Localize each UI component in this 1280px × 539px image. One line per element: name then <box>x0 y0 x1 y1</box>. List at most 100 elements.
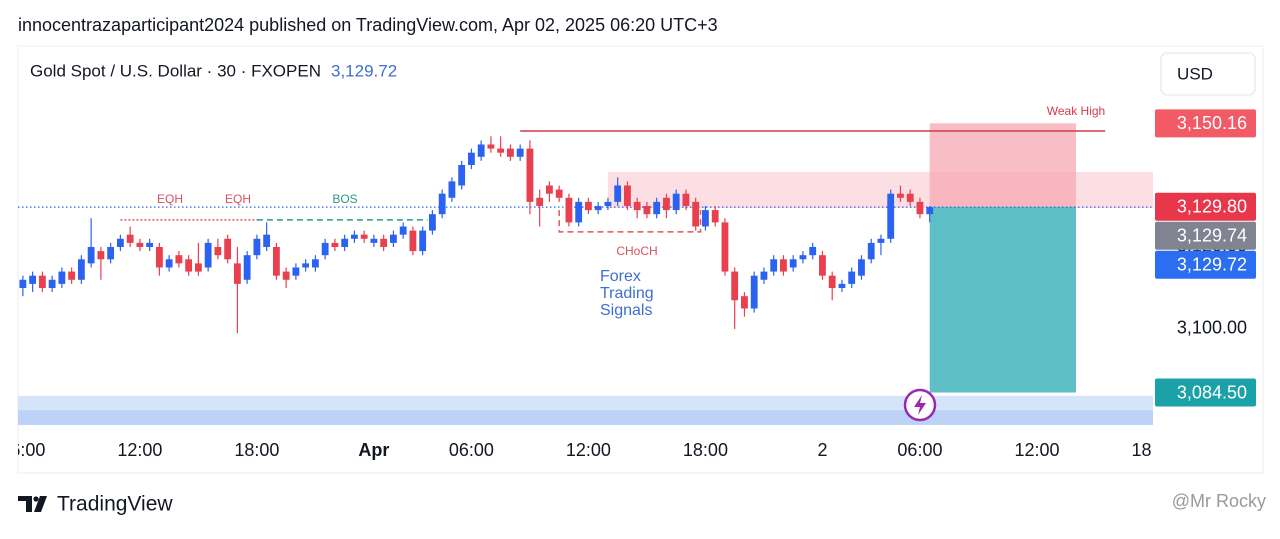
candle-body <box>838 283 846 288</box>
price-label: 3,129.80 <box>1177 197 1247 217</box>
candle-body <box>370 238 378 243</box>
tv-logo <box>18 496 47 512</box>
candle-body <box>155 246 163 268</box>
candle-body <box>48 279 56 288</box>
candle-body <box>897 193 904 198</box>
x-tick-label: 06:00 <box>0 440 45 460</box>
candle-body <box>331 242 339 247</box>
price-label: 3,150.16 <box>1177 113 1247 133</box>
x-axis: 06:00 12:00 18:00 Apr 06:00 12:00 18:00 2 06:00 1… <box>0 440 1176 460</box>
candle-body <box>692 201 700 227</box>
candle-body <box>682 193 690 206</box>
last-price-title: 3,129.72 <box>331 61 397 80</box>
candle-body <box>87 246 95 264</box>
candle-body <box>887 193 895 239</box>
candle-body <box>828 275 836 288</box>
candle-body <box>428 214 436 231</box>
currency: USD <box>1177 64 1213 83</box>
candle-body <box>809 246 817 256</box>
candle-body <box>721 222 729 272</box>
candle-body <box>253 238 261 256</box>
candle-body <box>653 201 661 215</box>
annotation: CHoCH <box>616 244 657 258</box>
x-tick-label: 18:00 <box>234 440 279 460</box>
target-zone <box>929 206 1076 393</box>
candle-body <box>214 246 222 256</box>
candle-body <box>116 238 124 247</box>
candle-body <box>497 148 505 153</box>
candle-body <box>643 205 651 215</box>
candle-body <box>243 255 251 280</box>
candle-body <box>770 259 778 272</box>
x-tick-label: 12:00 <box>117 440 162 460</box>
candle-body <box>594 205 602 211</box>
watermark: @Mr Rocky <box>1172 491 1266 511</box>
candle-body <box>672 193 680 211</box>
level-label: Weak High <box>1047 104 1105 118</box>
candle-body <box>263 234 271 247</box>
candle-body <box>858 259 865 276</box>
candle-body <box>292 267 300 276</box>
annotation: Trading <box>600 285 654 302</box>
annotation: BOS <box>332 192 357 206</box>
price-label: 3,084.50 <box>1177 382 1247 402</box>
candle-body <box>624 185 631 206</box>
brand: TradingView <box>57 493 173 516</box>
candle-body <box>282 271 290 280</box>
candle-body <box>107 246 115 260</box>
candle-body <box>906 193 914 202</box>
candle-body <box>741 296 748 309</box>
candle-body <box>302 263 310 268</box>
candle-body <box>867 242 875 260</box>
candle-body <box>360 234 368 239</box>
chart-title: Gold Spot / U.S. Dollar · 30 · FXOPEN <box>30 61 321 80</box>
price-label-box <box>1155 221 1256 250</box>
x-tick-label: 12:00 <box>1014 440 1059 460</box>
candle-body <box>409 230 417 252</box>
published-line: innocentrazaparticipant2024 published on… <box>18 15 718 35</box>
candle-body <box>614 185 622 202</box>
x-tick-label: 18:00 <box>1131 440 1176 460</box>
candle-body <box>750 275 758 309</box>
candle-body <box>789 259 797 268</box>
annotation: Signals <box>600 302 652 319</box>
candle-body <box>702 210 709 227</box>
lightning-icon <box>903 388 937 422</box>
candle-body <box>204 242 212 268</box>
candle-body <box>175 255 183 264</box>
candle-body <box>760 271 768 280</box>
candle-body <box>877 238 885 243</box>
candle-body <box>194 263 202 272</box>
x-tick-label: 06:00 <box>897 440 942 460</box>
candle-body <box>272 246 280 276</box>
currency-button[interactable] <box>1160 52 1256 96</box>
price-label: 3,129.72 <box>1177 255 1247 275</box>
annotation: Forex <box>600 268 641 285</box>
stop-zone <box>929 123 1076 207</box>
candle-body <box>487 144 495 149</box>
candle-body <box>536 197 544 206</box>
candle-body <box>29 275 37 284</box>
candle-body <box>507 148 514 157</box>
candle-body <box>819 255 826 276</box>
x-tick-label: Apr <box>358 440 389 460</box>
candle-body <box>389 234 397 243</box>
candle-body <box>68 271 76 280</box>
candle-body <box>546 185 553 194</box>
candle-body <box>185 259 193 272</box>
candle-body <box>468 152 475 165</box>
candle-body <box>350 234 358 239</box>
y-tick-label: 3,100.00 <box>1177 318 1247 338</box>
candle-body <box>526 148 534 202</box>
candle-body <box>19 279 27 288</box>
candle-body <box>916 201 924 215</box>
candle-body <box>633 201 641 211</box>
demand-zone-lower <box>18 410 1153 425</box>
annotation: EQH <box>225 192 251 206</box>
x-tick-label: 06:00 <box>449 440 494 460</box>
candle-body <box>604 201 612 206</box>
choch-bracket <box>558 210 702 233</box>
annotation: EQH <box>157 192 183 206</box>
candle-body <box>224 238 232 260</box>
